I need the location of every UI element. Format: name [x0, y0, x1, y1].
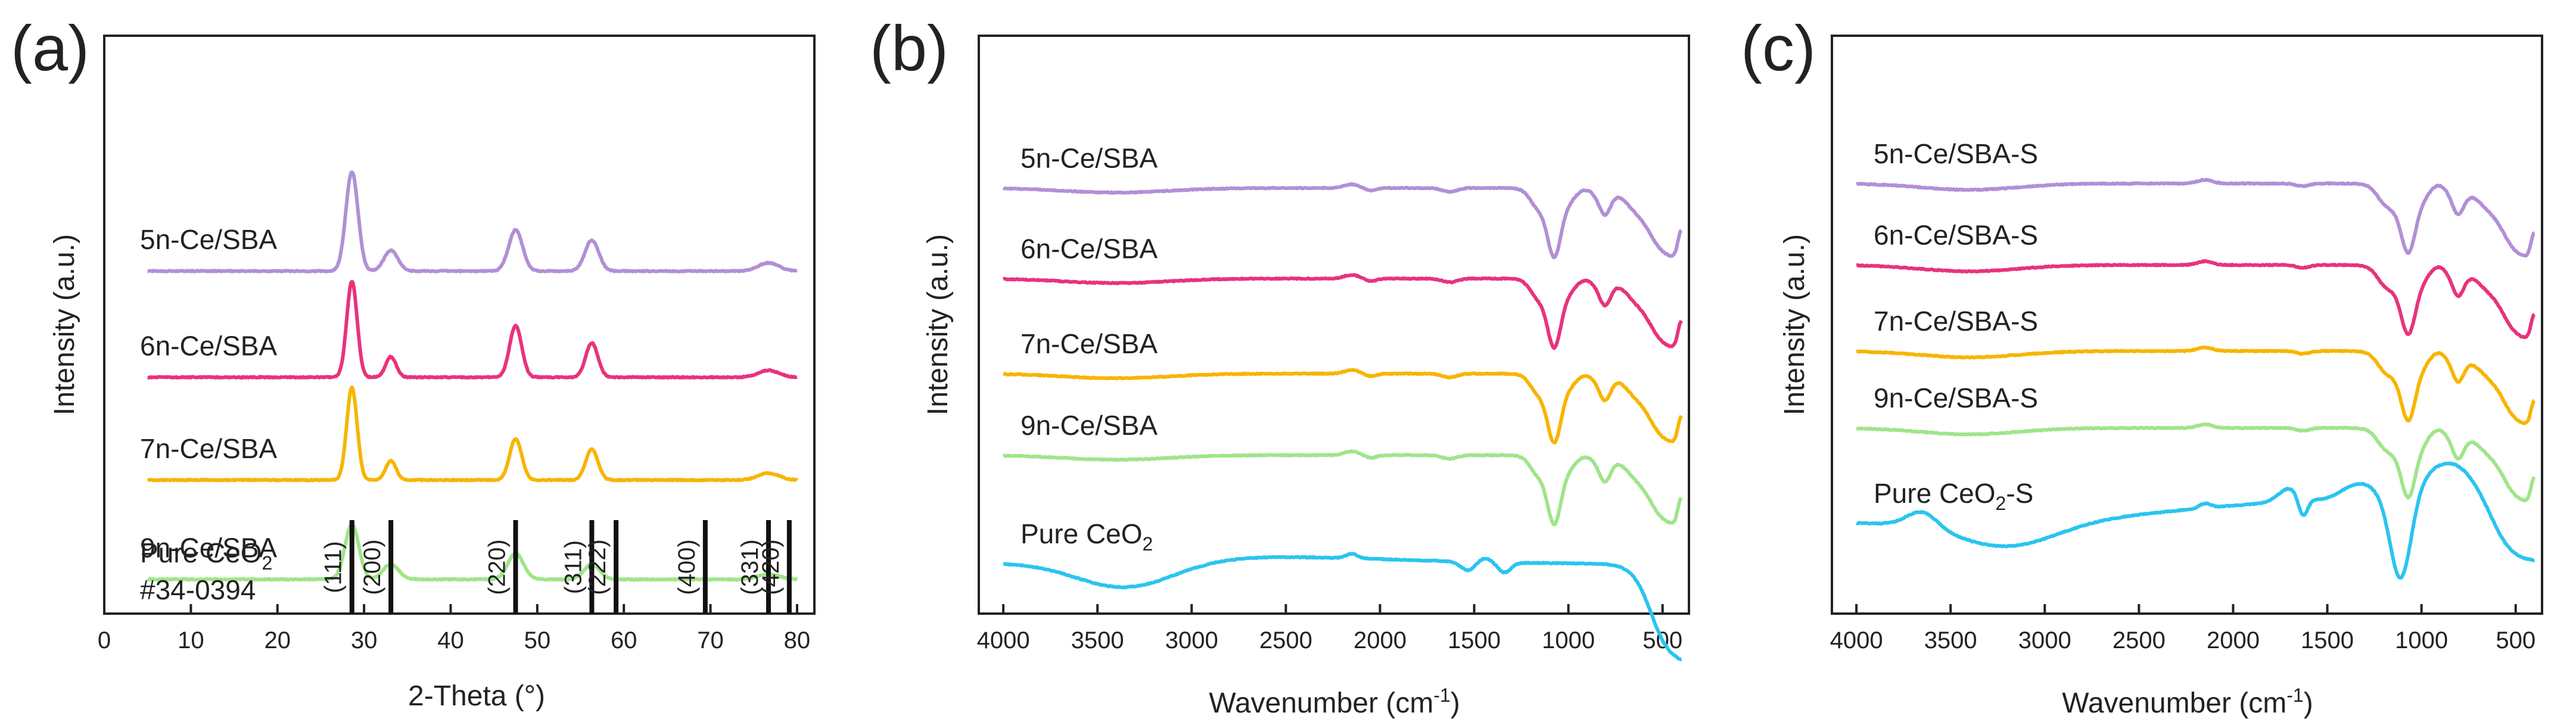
series-label: 6n-Ce/SBA [1021, 233, 1158, 264]
panel-c: (c) 4000 3500 3000 2500 2000 1500 1000 500 5n-C… [1741, 12, 2543, 719]
panel-b-x-ticks: 4000 3500 3000 2500 2000 1500 1000 500 [977, 604, 1682, 654]
series-line [1855, 259, 2536, 340]
panel-c-x-label: Wavenumber (cm-1) [2062, 685, 2313, 719]
series-line [147, 170, 798, 273]
panel-c-curves: 5n-Ce/SBA-S 6n-Ce/SBA-S 7n-Ce/SBA-S 9n-Ce/S… [1855, 138, 2536, 580]
x-tick-label: 60 [611, 627, 637, 654]
series-line [1002, 552, 1682, 661]
reference-hkl-label: (400) [674, 539, 700, 595]
series-label: 7n-Ce/SBA [140, 433, 277, 464]
panel-b-curves: 5n-Ce/SBA 6n-Ce/SBA 7n-Ce/SBA 9n-Ce/SBA Pure… [1002, 142, 1684, 661]
x-tick-label: 3000 [2018, 627, 2071, 654]
panel-c-frame [1831, 35, 2543, 615]
reference-hkl-label: (220) [484, 539, 510, 595]
series-label: Pure CeO2 [1021, 518, 1153, 555]
panel-a-x-label: 2-Theta (°) [408, 680, 545, 712]
reference-hkl-label: (222) [584, 539, 611, 595]
reference-hkl-label: (200) [359, 539, 385, 595]
series-label: 9n-Ce/SBA [140, 533, 277, 564]
panel-a-letter: (a) [11, 12, 89, 84]
series-label: 9n-Ce/SBA-S [1874, 382, 2038, 413]
x-tick-label: 1500 [2301, 627, 2354, 654]
panel-b-frame [978, 35, 1690, 615]
x-tick-label: 40 [437, 627, 464, 654]
panel-b-y-label: Intensity (a.u.) [922, 234, 954, 415]
x-tick-label: 2000 [1354, 627, 1407, 654]
panel-b-x-label: Wavenumber (cm-1) [1209, 685, 1460, 719]
x-tick-label: 10 [178, 627, 204, 654]
series-label: 5n-Ce/SBA [140, 224, 277, 255]
series-line [147, 522, 798, 582]
x-tick-label: 3500 [1924, 627, 1977, 654]
x-tick-label: 70 [697, 627, 724, 654]
x-tick-label: 1000 [2395, 627, 2448, 654]
series-line [1002, 182, 1683, 260]
series-line [1855, 461, 2535, 580]
series-line [1855, 422, 2536, 503]
x-tick-label: 2500 [2113, 627, 2166, 654]
panel-a-frame [103, 35, 816, 615]
series-line [1002, 368, 1683, 444]
x-tick-label: 3500 [1071, 627, 1124, 654]
x-tick-label: 4000 [977, 627, 1030, 654]
panel-a-x-ticks: 0 10 20 30 40 50 60 70 80 [98, 604, 810, 654]
x-tick-label: 30 [351, 627, 378, 654]
x-tick-label: 500 [2496, 627, 2535, 654]
panel-a-curves: 5n-Ce/SBA 6n-Ce/SBA 7n-Ce/SBA 9n-Ce/SBA [140, 170, 799, 582]
panel-a-ref-card: #34-0394 [140, 574, 256, 605]
panel-c-x-ticks: 4000 3500 3000 2500 2000 1500 1000 500 [1830, 604, 2535, 654]
series-label: 7n-Ce/SBA-S [1874, 306, 2038, 337]
panel-a-y-label: Intensity (a.u.) [49, 234, 80, 415]
panel-c-y-label: Intensity (a.u.) [1779, 234, 1810, 415]
series-label: 5n-Ce/SBA [1021, 142, 1158, 173]
series-line [1002, 449, 1683, 527]
x-tick-label: 0 [98, 627, 111, 654]
panel-b: (b) 4000 3500 3000 2500 2000 1500 1000 500 5n-C… [870, 12, 1690, 719]
x-tick-label: 2000 [2207, 627, 2260, 654]
reference-hkl-label: (111) [321, 541, 347, 593]
series-line [1855, 178, 2535, 258]
panel-a: (a) 0 10 20 30 40 50 60 70 80 5n-Ce/SBA 6n-Ce/SBA… [11, 12, 816, 712]
series-line [147, 385, 799, 483]
series-label: 6n-Ce/SBA-S [1874, 220, 2038, 251]
series-label: 5n-Ce/SBA-S [1874, 138, 2038, 169]
x-tick-label: 50 [524, 627, 551, 654]
x-tick-label: 3000 [1165, 627, 1218, 654]
series-line [147, 279, 798, 380]
reference-hkl-label: (420) [758, 539, 784, 595]
series-label: 6n-Ce/SBA [140, 331, 277, 362]
x-tick-label: 80 [784, 627, 811, 654]
x-tick-label: 20 [264, 627, 291, 654]
series-line [1002, 273, 1684, 350]
series-label: 9n-Ce/SBA [1021, 410, 1158, 441]
panel-a-ref-title: Pure CeO2 [140, 537, 272, 574]
series-label: 7n-Ce/SBA [1021, 328, 1158, 359]
series-label: Pure CeO2-S [1874, 478, 2033, 514]
x-tick-label: 4000 [1830, 627, 1883, 654]
x-tick-label: 1000 [1542, 627, 1595, 654]
reference-hkl-label: (331) [737, 539, 763, 595]
series-line [1855, 345, 2535, 425]
panel-c-letter: (c) [1741, 12, 1816, 84]
panel-a-reference-lines: (111) (200) (220) (311)(222) (400) (331)(420) [321, 520, 792, 614]
panel-b-letter: (b) [870, 12, 948, 84]
x-tick-label: 1500 [1448, 627, 1501, 654]
reference-hkl-label: (311) [560, 540, 586, 594]
x-tick-label: 2500 [1259, 627, 1312, 654]
